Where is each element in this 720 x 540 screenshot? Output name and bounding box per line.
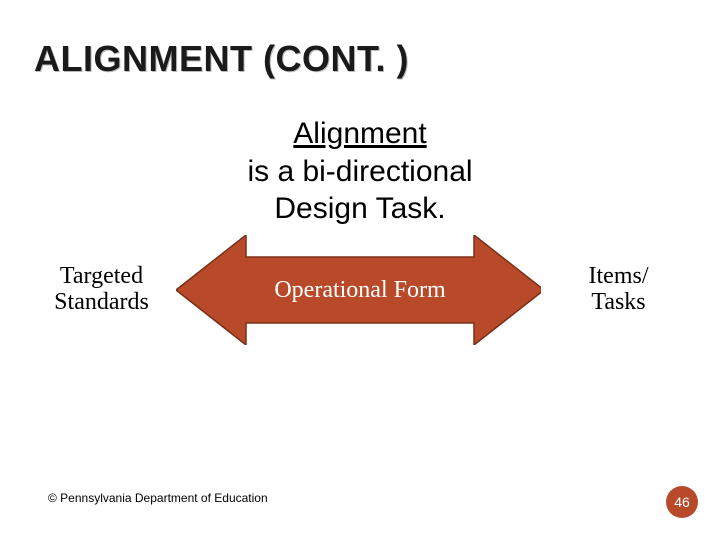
- slide-title: ALIGNMENT (CONT. ): [34, 38, 409, 80]
- right-box-label: Items/ Tasks: [589, 263, 649, 316]
- page-number-badge: 46: [666, 486, 698, 518]
- alignment-diagram: Targeted Standards Operational Form Item…: [0, 215, 720, 365]
- double-arrow: Operational Form: [176, 235, 544, 345]
- right-box-items-tasks: Items/ Tasks: [541, 215, 696, 363]
- slide: ALIGNMENT (CONT. ) Alignment is a bi-dir…: [0, 0, 720, 540]
- left-box-targeted-standards: Targeted Standards: [24, 215, 179, 363]
- subtitle-line-1: Alignment: [293, 115, 426, 153]
- subtitle-line-2: is a bi-directional: [247, 155, 472, 188]
- subtitle-block: Alignment is a bi-directional Design Tas…: [0, 115, 720, 228]
- left-box-label: Targeted Standards: [54, 263, 149, 316]
- page-number: 46: [674, 494, 690, 510]
- copyright-footer: © Pennsylvania Department of Education: [48, 491, 268, 505]
- arrow-label: Operational Form: [176, 235, 544, 345]
